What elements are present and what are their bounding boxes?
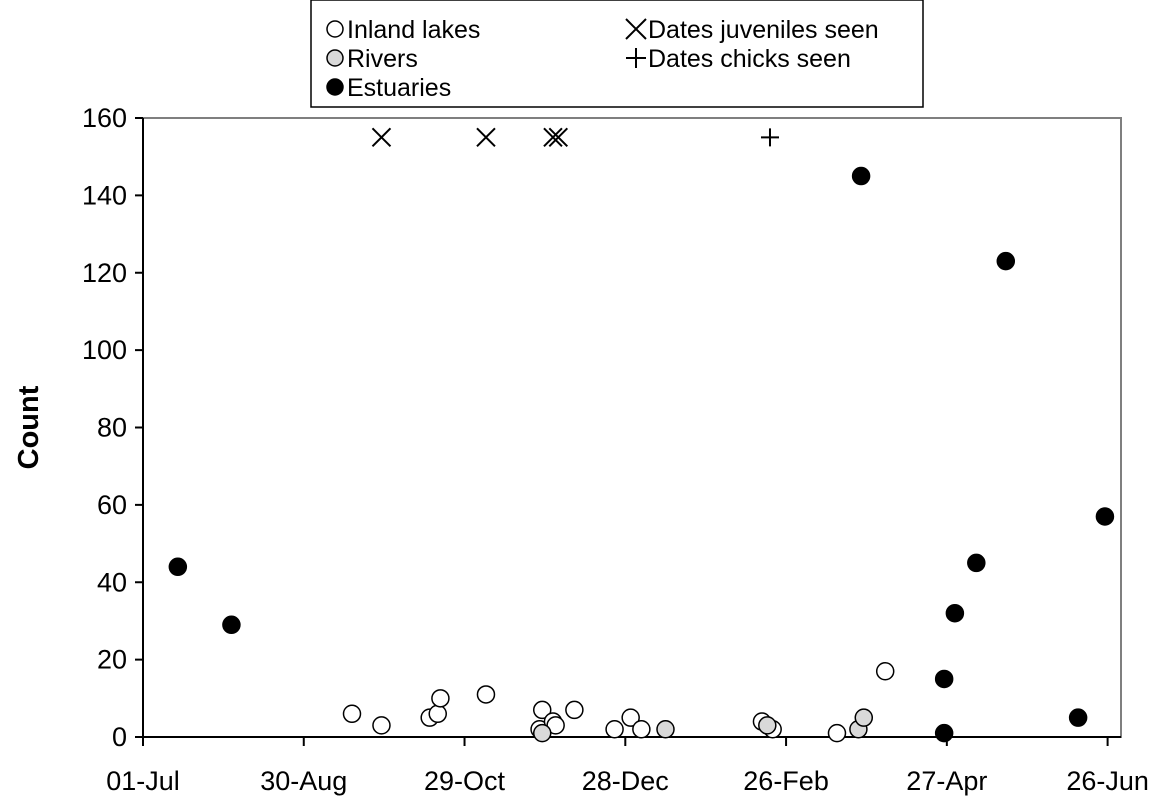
legend-marker [326,78,344,96]
y-tick-label: 120 [82,258,127,288]
legend-label: Dates juveniles seen [648,16,879,44]
data-point [476,685,496,704]
data-point [532,700,552,720]
data-point [827,723,847,743]
y-tick-label: 100 [82,335,127,365]
data-point [875,661,895,681]
series-rivers [532,708,874,743]
legend-label: Rivers [347,45,418,73]
y-tick-label: 160 [82,103,127,133]
legend-marker [326,49,344,67]
data-point [372,716,391,735]
data-point [656,720,675,739]
legend-label: Inland lakes [347,16,480,44]
data-point [1095,507,1115,526]
data-point [996,251,1016,271]
y-tick-label: 140 [82,180,127,210]
y-tick-label: 80 [97,413,127,443]
data-point [565,700,584,720]
data-point [548,127,569,148]
legend-marker [326,20,344,38]
data-point [621,708,640,727]
x-tick-label: 28-Dec [582,766,669,796]
y-tick-label: 0 [112,722,127,752]
data-point [934,723,954,743]
x-tick-label: 26-Jun [1066,766,1149,796]
y-tick-label: 60 [97,490,127,520]
series-estuaries [168,166,1115,743]
data-point [934,669,954,689]
data-point [760,128,779,147]
data-point [371,127,392,148]
series-dates-juveniles-seen [371,127,569,148]
legend-label: Estuaries [347,74,451,102]
data-point [854,708,874,727]
y-tick-label: 20 [97,645,127,675]
data-point [431,689,450,708]
data-point [532,723,552,743]
x-tick-label: 01-Jul [106,766,180,796]
x-tick-label: 30-Aug [260,766,347,796]
series-dates-chicks-seen [760,128,779,147]
y-tick-label: 40 [97,567,127,597]
data-point [945,603,965,623]
legend-marker [625,18,647,40]
data-point [758,716,777,735]
data-point [967,553,986,573]
data-point [632,720,651,739]
data-marks [168,127,1115,743]
legend-marker [626,48,646,68]
data-point [222,615,241,635]
legend-label: Dates chicks seen [648,45,851,73]
data-point [168,557,188,577]
data-point [1068,708,1088,727]
data-point [605,720,624,739]
data-point [342,704,362,724]
data-point [428,704,447,724]
data-point [476,127,496,148]
x-tick-label: 26-Feb [743,766,829,796]
series-inland-lakes [342,661,895,743]
axes: 0 20 40 60 80 100 120 140 160 01-Jul 30-Aug 29-Oct 2… [82,103,1149,796]
legend-box [310,0,924,108]
plot-area [142,117,1122,738]
x-tick-label: 29-Oct [424,766,506,796]
y-axis-title: Count [13,385,45,469]
data-point [851,166,871,186]
data-point [543,127,563,148]
x-tick-label: 27-Apr [906,766,987,796]
